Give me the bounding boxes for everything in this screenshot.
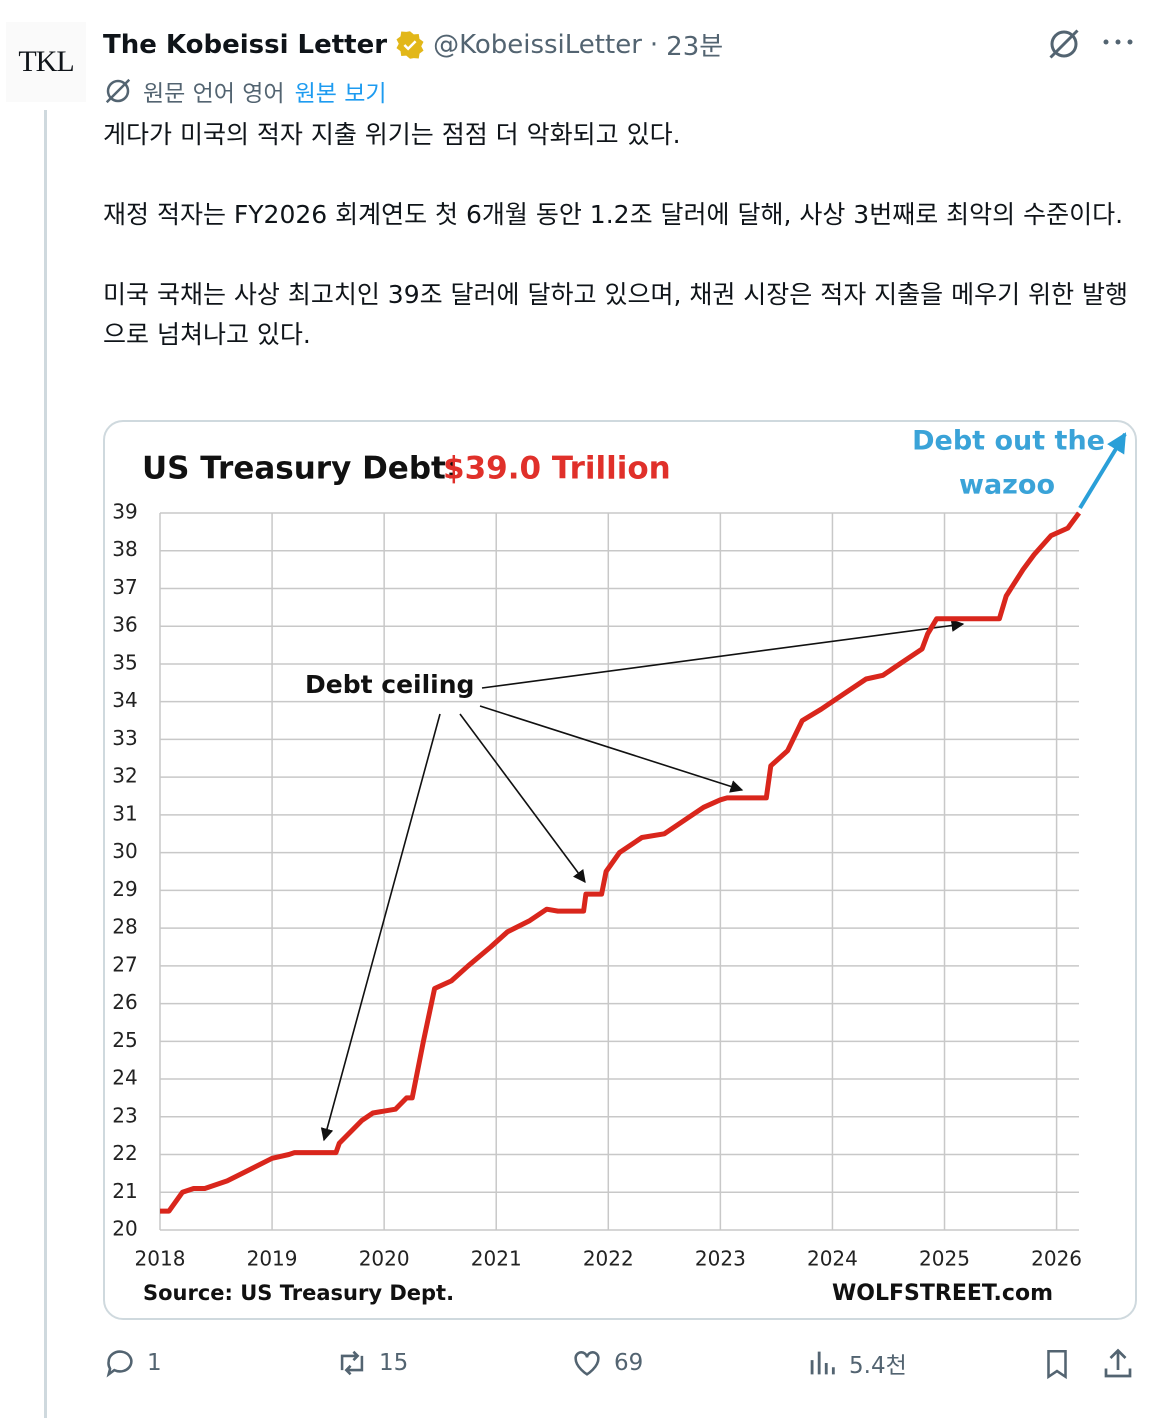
annotation: Debt out the	[912, 426, 1105, 457]
media-card[interactable]: US Treasury Debt: $39.0 Trillion Debt ce…	[103, 420, 1137, 1320]
x-tick-label: 2022	[583, 1247, 634, 1271]
translation-row: 원문 언어 영어 원본 보기	[103, 74, 387, 108]
repost-button[interactable]: 15	[335, 1346, 408, 1380]
chart-title-value: $39.0 Trillion	[443, 451, 671, 487]
x-tick-label: 2019	[247, 1247, 298, 1271]
handle[interactable]: @KobeissiLetter	[433, 29, 642, 60]
y-tick-label: 30	[112, 839, 137, 863]
y-tick-label: 34	[112, 688, 137, 712]
translate-icon	[105, 78, 131, 104]
chart-title: US Treasury Debt:	[142, 451, 458, 487]
y-tick-label: 28	[112, 915, 137, 939]
y-tick-label: 36	[112, 613, 137, 637]
x-tick-label: 2024	[807, 1247, 858, 1271]
y-tick-label: 32	[112, 764, 137, 788]
annotation: Debt ceiling	[305, 670, 474, 699]
y-tick-label: 35	[112, 650, 137, 674]
verified-badge	[396, 30, 424, 59]
like-button[interactable]: 69	[570, 1346, 643, 1380]
y-tick-label: 27	[112, 952, 137, 976]
source: Source: US Treasury Dept.	[143, 1281, 454, 1305]
y-tick-label: 22	[112, 1141, 137, 1165]
y-tick-label: 25	[112, 1028, 137, 1052]
data-line	[160, 511, 1082, 1214]
reply-button[interactable]: 1	[103, 1346, 162, 1380]
views-count: 5.4천	[849, 1353, 907, 1379]
x-tick-label: 2026	[1031, 1247, 1082, 1271]
more-icon[interactable]	[1100, 34, 1136, 50]
paragraph: 미국 국채는 사상 최고치인 39조 달러에 달하고 있으며, 채권 시장은 적…	[103, 280, 1129, 349]
x-tick-label: 2025	[919, 1247, 970, 1271]
y-tick-label: 29	[112, 877, 137, 901]
y-tick-label: 38	[112, 537, 137, 561]
bookmark-button[interactable]	[1040, 1346, 1074, 1382]
thread-line	[44, 110, 47, 1418]
y-tick-label: 20	[112, 1217, 137, 1241]
x-tick-label: 2023	[695, 1247, 746, 1271]
tweet-text: 게다가 미국의 적자 지출 위기는 점점 더 악화되고 있다. 재정 적자는 F…	[103, 115, 1138, 395]
timestamp[interactable]: 23분	[666, 32, 724, 62]
share-button[interactable]	[1100, 1346, 1136, 1382]
y-tick-label: 26	[112, 990, 137, 1014]
header: The Kobeissi Letter @KobeissiLetter · 23…	[103, 26, 723, 63]
translation-note: 원문 언어 영어	[143, 81, 285, 107]
show-original[interactable]: 원본 보기	[294, 81, 387, 107]
grok-icon[interactable]	[1045, 26, 1083, 62]
y-tick-label: 33	[112, 726, 137, 750]
x-tick-label: 2018	[135, 1247, 186, 1271]
y-tick-label: 39	[112, 500, 137, 524]
paragraph: 재정 적자는 FY2026 회계연도 첫 6개월 동안 1.2조 달러에 달해,…	[103, 200, 1124, 229]
display-name[interactable]: The Kobeissi Letter	[103, 29, 388, 60]
reply-count: 1	[147, 1350, 162, 1376]
y-tick-label: 21	[112, 1179, 137, 1203]
credit: WOLFSTREET.com	[832, 1281, 1053, 1306]
separator: ·	[649, 29, 659, 60]
annotation-arrows	[320, 619, 965, 1142]
annotation: wazoo	[959, 470, 1055, 501]
y-tick-label: 31	[112, 801, 137, 825]
y-tick-label: 24	[112, 1066, 137, 1090]
avatar[interactable]: TKL	[6, 22, 86, 102]
x-tick-label: 2020	[359, 1247, 410, 1271]
chart: US Treasury Debt: $39.0 Trillion Debt ce…	[112, 426, 1127, 1306]
like-count: 69	[614, 1350, 644, 1376]
paragraph: 게다가 미국의 적자 지출 위기는 점점 더 악화되고 있다.	[103, 120, 681, 149]
y-tick-label: 23	[112, 1103, 137, 1127]
y-tick-label: 37	[112, 575, 137, 599]
x-tick-label: 2021	[471, 1247, 522, 1271]
views-button[interactable]: 5.4천	[805, 1346, 907, 1380]
wazoo-arrow	[1078, 432, 1127, 510]
repost-count: 15	[379, 1350, 409, 1376]
